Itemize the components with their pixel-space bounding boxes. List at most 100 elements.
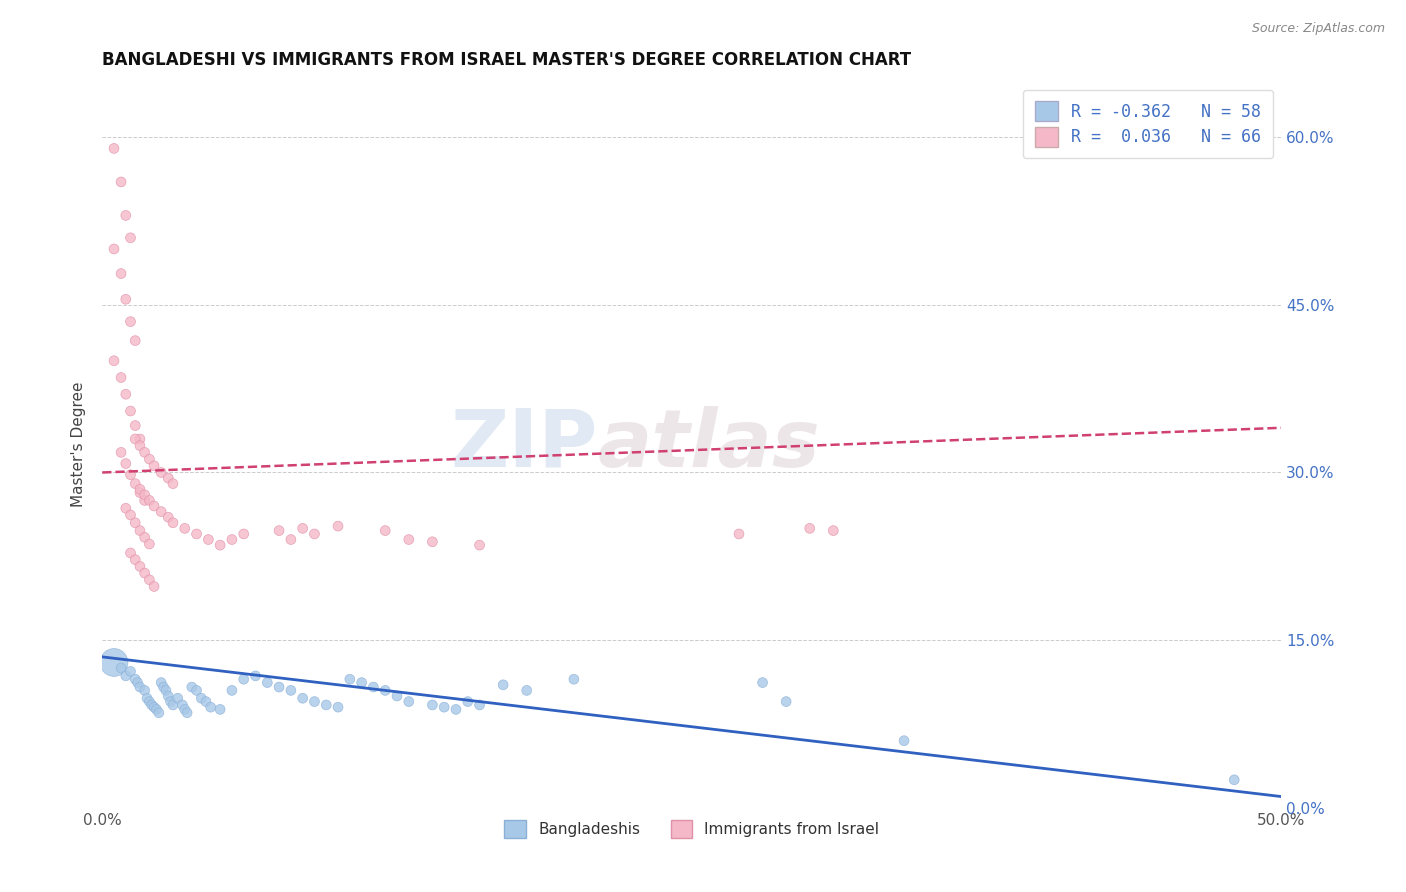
Point	[124, 334, 146, 348]
Point	[138, 695, 160, 709]
Point	[232, 527, 254, 541]
Point	[120, 231, 142, 245]
Point	[339, 672, 361, 686]
Point	[326, 519, 349, 533]
Text: ZIP: ZIP	[450, 406, 598, 483]
Point	[110, 661, 132, 675]
Point	[129, 559, 152, 574]
Point	[114, 501, 136, 516]
Point	[134, 683, 156, 698]
Point	[799, 521, 821, 535]
Point	[173, 702, 195, 716]
Point	[134, 530, 156, 544]
Point	[157, 471, 180, 485]
Point	[129, 485, 152, 500]
Point	[326, 700, 349, 714]
Point	[138, 452, 160, 467]
Point	[129, 680, 152, 694]
Point	[134, 566, 156, 580]
Point	[728, 527, 751, 541]
Point	[232, 672, 254, 686]
Point	[209, 702, 232, 716]
Point	[315, 698, 337, 712]
Point	[374, 524, 396, 538]
Point	[114, 457, 136, 471]
Point	[350, 675, 373, 690]
Point	[468, 698, 491, 712]
Point	[114, 293, 136, 307]
Point	[143, 499, 166, 513]
Point	[120, 467, 142, 482]
Point	[172, 698, 194, 712]
Point	[186, 527, 208, 541]
Point	[422, 698, 444, 712]
Point	[1223, 772, 1246, 787]
Point	[267, 680, 290, 694]
Point	[444, 702, 467, 716]
Point	[398, 533, 420, 547]
Point	[124, 418, 146, 433]
Point	[162, 698, 184, 712]
Point	[127, 675, 149, 690]
Point	[221, 683, 243, 698]
Point	[143, 579, 166, 593]
Point	[110, 370, 132, 384]
Point	[180, 680, 202, 694]
Point	[152, 680, 174, 694]
Point	[134, 445, 156, 459]
Legend: Bangladeshis, Immigrants from Israel: Bangladeshis, Immigrants from Israel	[498, 814, 886, 844]
Text: BANGLADESHI VS IMMIGRANTS FROM ISRAEL MASTER'S DEGREE CORRELATION CHART: BANGLADESHI VS IMMIGRANTS FROM ISRAEL MA…	[103, 51, 911, 69]
Point	[143, 700, 166, 714]
Point	[159, 695, 181, 709]
Point	[136, 691, 159, 706]
Point	[256, 675, 278, 690]
Point	[280, 533, 302, 547]
Point	[148, 706, 170, 720]
Point	[200, 700, 222, 714]
Point	[124, 516, 146, 530]
Point	[143, 458, 166, 473]
Point	[775, 695, 797, 709]
Point	[124, 476, 146, 491]
Point	[129, 432, 152, 446]
Point	[145, 702, 167, 716]
Point	[120, 508, 142, 522]
Point	[114, 209, 136, 223]
Point	[457, 695, 479, 709]
Point	[150, 505, 173, 519]
Point	[129, 439, 152, 453]
Point	[422, 534, 444, 549]
Point	[114, 387, 136, 401]
Point	[221, 533, 243, 547]
Point	[209, 538, 232, 552]
Point	[110, 267, 132, 281]
Point	[176, 706, 198, 720]
Point	[162, 516, 184, 530]
Point	[120, 404, 142, 418]
Point	[385, 689, 408, 703]
Point	[103, 141, 125, 155]
Point	[197, 533, 219, 547]
Point	[291, 521, 314, 535]
Point	[120, 665, 142, 679]
Point	[129, 524, 152, 538]
Point	[186, 683, 208, 698]
Point	[150, 675, 173, 690]
Point	[267, 524, 290, 538]
Point	[157, 510, 180, 524]
Point	[245, 669, 267, 683]
Point	[173, 521, 195, 535]
Point	[114, 669, 136, 683]
Point	[280, 683, 302, 698]
Point	[103, 353, 125, 368]
Text: atlas: atlas	[598, 406, 820, 483]
Point	[138, 537, 160, 551]
Text: Source: ZipAtlas.com: Source: ZipAtlas.com	[1251, 22, 1385, 36]
Y-axis label: Master's Degree: Master's Degree	[72, 382, 86, 508]
Point	[492, 678, 515, 692]
Point	[103, 242, 125, 256]
Point	[150, 466, 173, 480]
Point	[138, 493, 160, 508]
Point	[166, 691, 188, 706]
Point	[468, 538, 491, 552]
